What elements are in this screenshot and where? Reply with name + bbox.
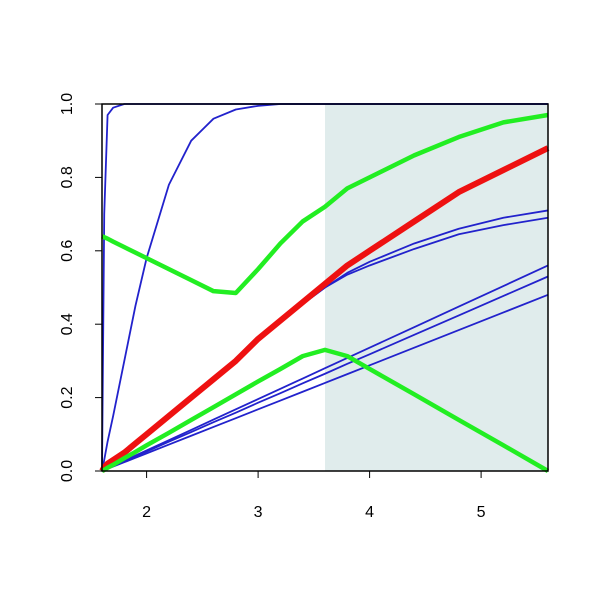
x-tick-label: 4	[365, 504, 374, 521]
y-tick-label: 0.6	[59, 240, 76, 262]
y-tick-label: 0.0	[59, 460, 76, 482]
x-tick-label: 5	[477, 504, 486, 521]
y-tick-label: 0.2	[59, 386, 76, 408]
x-tick-label: 2	[142, 504, 151, 521]
y-tick-label: 0.8	[59, 166, 76, 188]
shaded-region	[325, 104, 548, 471]
line	[101, 347, 550, 474]
x-tick-label: 3	[254, 504, 263, 521]
line	[99, 145, 550, 473]
y-tick-label: 0.4	[59, 313, 76, 335]
line	[101, 112, 549, 296]
y-tick-label: 1.0	[59, 93, 76, 115]
plot-box	[101, 103, 549, 472]
